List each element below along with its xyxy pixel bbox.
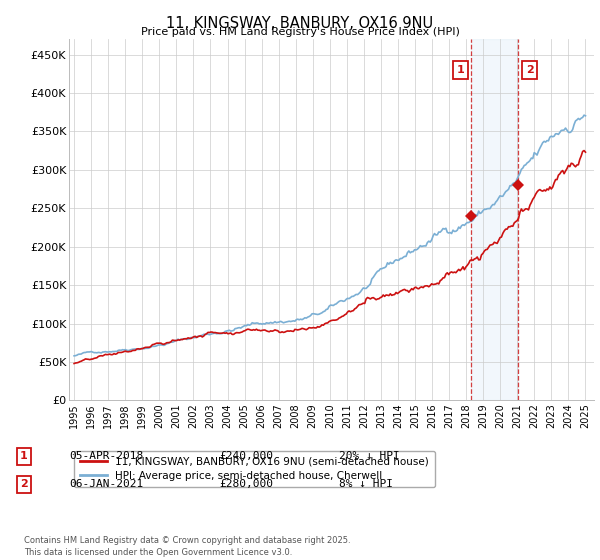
Text: £240,000: £240,000 [219,451,273,461]
Text: 2: 2 [20,479,28,489]
Text: Price paid vs. HM Land Registry's House Price Index (HPI): Price paid vs. HM Land Registry's House … [140,27,460,38]
Text: 06-JAN-2021: 06-JAN-2021 [69,479,143,489]
Bar [471,39,518,400]
Text: 1: 1 [20,451,28,461]
Legend: 11, KINGSWAY, BANBURY, OX16 9NU (semi-detached house), HPI: Average price, semi-: 11, KINGSWAY, BANBURY, OX16 9NU (semi-de… [74,451,435,487]
Text: 11, KINGSWAY, BANBURY, OX16 9NU: 11, KINGSWAY, BANBURY, OX16 9NU [166,16,434,31]
Text: Contains HM Land Registry data © Crown copyright and database right 2025.
This d: Contains HM Land Registry data © Crown c… [24,536,350,557]
Text: £280,000: £280,000 [219,479,273,489]
Text: 05-APR-2018: 05-APR-2018 [69,451,143,461]
Text: 20% ↓ HPI: 20% ↓ HPI [339,451,400,461]
Text: 2: 2 [526,65,533,75]
Text: 8% ↓ HPI: 8% ↓ HPI [339,479,393,489]
Text: 1: 1 [457,65,464,75]
